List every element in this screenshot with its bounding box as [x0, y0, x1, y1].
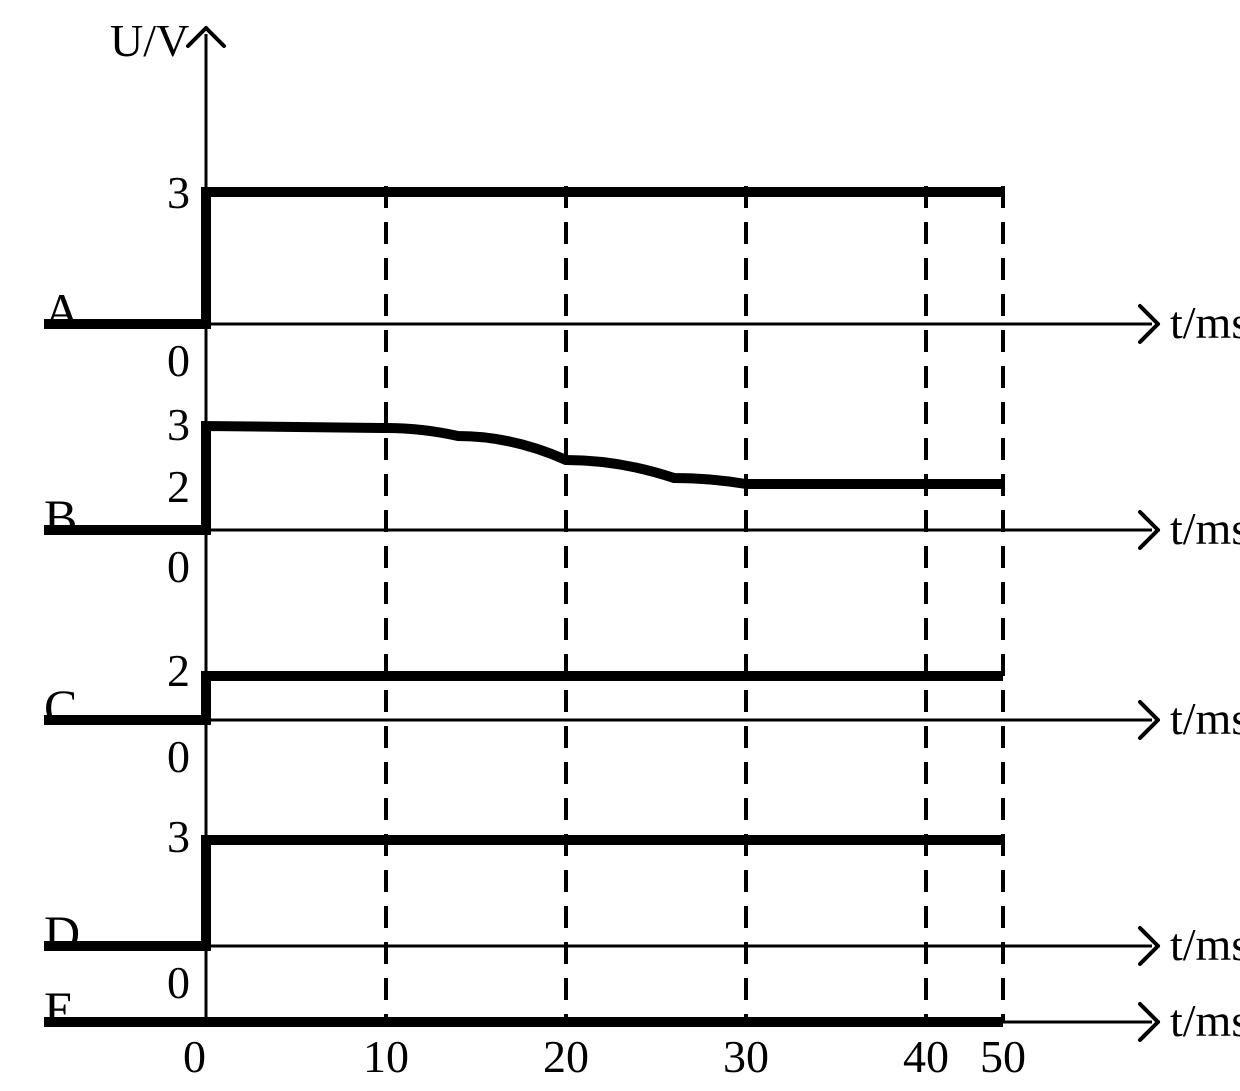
- y-tick-label: 3: [167, 399, 190, 450]
- y-tick-label: 0: [167, 731, 190, 782]
- y-tick-label: 3: [167, 167, 190, 218]
- y-axis-label: U/V: [110, 15, 189, 66]
- y-tick-label: 2: [167, 645, 190, 696]
- signal-C: t/ms 2 0 C: [44, 645, 1240, 782]
- x-axis-label: t/ms: [1170, 693, 1240, 744]
- signal-name-label: A: [44, 283, 80, 339]
- x-axis-label: t/ms: [1170, 995, 1240, 1046]
- signal-name-label: B: [44, 489, 77, 545]
- timing-diagram: U/Vt/ms30At/ms320Bt/ms20Ct/ms30Dt/msE010…: [0, 0, 1240, 1091]
- signal-name-label: E: [44, 981, 75, 1037]
- signal-D: t/ms 3 0 D: [44, 811, 1240, 1008]
- x-axis-label: t/ms: [1170, 503, 1240, 554]
- x-tick-label: 50: [980, 1031, 1026, 1082]
- x-axis-label: t/ms: [1170, 297, 1240, 348]
- y-tick-label: 0: [167, 335, 190, 386]
- y-tick-label: 3: [167, 811, 190, 862]
- x-tick-label: 40: [903, 1031, 949, 1082]
- signal-name-label: D: [44, 905, 80, 961]
- signals: t/ms 3 0 At/ms 3 2 0 Bt/ms 2 0 Ct/ms 3 0 Dt/ms E: [44, 167, 1240, 1046]
- x-axis-label: t/ms: [1170, 919, 1240, 970]
- y-tick-label: 0: [167, 541, 190, 592]
- y-tick-label: 0: [167, 957, 190, 1008]
- signal-B: t/ms 3 2 0 B: [44, 399, 1240, 592]
- x-tick-label: 0: [183, 1031, 206, 1082]
- grid: [386, 186, 1003, 1022]
- y-tick-label: 2: [167, 461, 190, 512]
- x-tick-labels: 0 10 20 30 40 50: [183, 1031, 1026, 1082]
- x-tick-label: 30: [723, 1031, 769, 1082]
- x-tick-label: 20: [543, 1031, 589, 1082]
- x-tick-label: 10: [363, 1031, 409, 1082]
- signal-E: t/ms E: [44, 981, 1240, 1046]
- signal-name-label: C: [44, 679, 77, 735]
- signal-A: t/ms 3 0 A: [44, 167, 1240, 386]
